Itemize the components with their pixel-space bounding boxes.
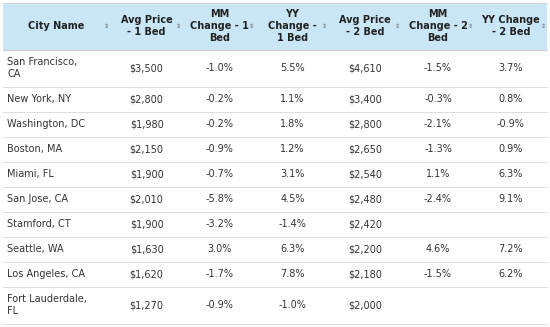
Text: Miami, FL: Miami, FL	[7, 169, 54, 179]
Text: Avg Price
- 2 Bed: Avg Price - 2 Bed	[339, 15, 391, 37]
Text: -1.5%: -1.5%	[424, 63, 452, 73]
Text: 0.9%: 0.9%	[499, 144, 523, 154]
Text: ⇕: ⇕	[249, 24, 254, 29]
Text: 0.8%: 0.8%	[499, 94, 523, 104]
Text: -1.3%: -1.3%	[424, 144, 452, 154]
Text: -1.0%: -1.0%	[206, 63, 233, 73]
Text: New York, NY: New York, NY	[7, 94, 72, 104]
Text: $2,480: $2,480	[348, 194, 382, 204]
Text: ⇕: ⇕	[176, 24, 182, 29]
Text: 7.2%: 7.2%	[498, 244, 523, 254]
Text: -2.1%: -2.1%	[424, 119, 452, 129]
Text: Los Angeles, CA: Los Angeles, CA	[7, 269, 85, 279]
Text: Seattle, WA: Seattle, WA	[7, 244, 64, 254]
Bar	[3, 262, 547, 287]
Text: -0.9%: -0.9%	[497, 119, 525, 129]
Text: $1,630: $1,630	[130, 244, 163, 254]
Bar	[3, 87, 547, 112]
Text: MM
Change - 1
Bed: MM Change - 1 Bed	[190, 9, 249, 43]
Text: ⇕: ⇕	[395, 24, 400, 29]
Text: Boston, MA: Boston, MA	[7, 144, 62, 154]
Text: -3.2%: -3.2%	[206, 219, 234, 229]
Text: -5.8%: -5.8%	[206, 194, 234, 204]
Text: San Jose, CA: San Jose, CA	[7, 194, 68, 204]
Text: $2,000: $2,000	[348, 300, 382, 310]
Text: 6.3%: 6.3%	[499, 169, 523, 179]
Bar	[3, 3, 547, 49]
Text: San Francisco,
CA: San Francisco, CA	[7, 57, 78, 79]
Bar	[3, 212, 547, 237]
Text: $2,800: $2,800	[348, 119, 382, 129]
Text: $2,540: $2,540	[348, 169, 382, 179]
Text: $2,800: $2,800	[130, 94, 163, 104]
Text: 1.2%: 1.2%	[280, 144, 305, 154]
Text: MM
Change - 2
Bed: MM Change - 2 Bed	[409, 9, 468, 43]
Text: -1.0%: -1.0%	[278, 300, 306, 310]
Text: City Name: City Name	[28, 21, 85, 31]
Text: 9.1%: 9.1%	[499, 194, 523, 204]
Bar	[3, 112, 547, 137]
Text: 4.5%: 4.5%	[280, 194, 305, 204]
Bar	[3, 287, 547, 324]
Text: $4,610: $4,610	[348, 63, 382, 73]
Text: YY
Change -
1 Bed: YY Change - 1 Bed	[268, 9, 317, 43]
Bar	[3, 187, 547, 212]
Text: Stamford, CT: Stamford, CT	[7, 219, 71, 229]
Text: 7.8%: 7.8%	[280, 269, 305, 279]
Text: Washington, DC: Washington, DC	[7, 119, 85, 129]
Text: $1,900: $1,900	[130, 169, 163, 179]
Text: 3.1%: 3.1%	[280, 169, 305, 179]
Text: 6.2%: 6.2%	[499, 269, 523, 279]
Bar	[3, 162, 547, 187]
Text: -0.7%: -0.7%	[206, 169, 234, 179]
Text: -1.5%: -1.5%	[424, 269, 452, 279]
Text: -0.3%: -0.3%	[424, 94, 452, 104]
Text: -0.2%: -0.2%	[206, 119, 234, 129]
Text: -1.7%: -1.7%	[206, 269, 234, 279]
Text: 5.5%: 5.5%	[280, 63, 305, 73]
Text: $1,980: $1,980	[130, 119, 163, 129]
Text: $1,900: $1,900	[130, 219, 163, 229]
Text: $2,180: $2,180	[348, 269, 382, 279]
Text: 1.1%: 1.1%	[280, 94, 305, 104]
Text: $2,150: $2,150	[130, 144, 164, 154]
Text: $2,010: $2,010	[130, 194, 163, 204]
Text: -0.2%: -0.2%	[206, 94, 234, 104]
Text: $1,620: $1,620	[130, 269, 163, 279]
Bar	[3, 137, 547, 162]
Text: -2.4%: -2.4%	[424, 194, 452, 204]
Text: $2,200: $2,200	[348, 244, 382, 254]
Text: -1.4%: -1.4%	[278, 219, 306, 229]
Text: $2,420: $2,420	[348, 219, 382, 229]
Bar	[3, 49, 547, 87]
Text: $2,650: $2,650	[348, 144, 382, 154]
Text: 4.6%: 4.6%	[426, 244, 450, 254]
Text: ⇕: ⇕	[468, 24, 473, 29]
Text: ⇕: ⇕	[322, 24, 327, 29]
Text: ⇕: ⇕	[103, 24, 108, 29]
Text: 6.3%: 6.3%	[280, 244, 305, 254]
Text: ⇕: ⇕	[540, 24, 546, 29]
Text: Avg Price
- 1 Bed: Avg Price - 1 Bed	[121, 15, 173, 37]
Text: -0.9%: -0.9%	[206, 300, 233, 310]
Text: $3,400: $3,400	[348, 94, 382, 104]
Text: 1.1%: 1.1%	[426, 169, 450, 179]
Text: Fort Lauderdale,
FL: Fort Lauderdale, FL	[7, 294, 87, 316]
Bar	[3, 237, 547, 262]
Text: $1,270: $1,270	[130, 300, 164, 310]
Text: 3.0%: 3.0%	[207, 244, 232, 254]
Text: -0.9%: -0.9%	[206, 144, 233, 154]
Text: YY Change
- 2 Bed: YY Change - 2 Bed	[481, 15, 540, 37]
Text: 1.8%: 1.8%	[280, 119, 305, 129]
Text: $3,500: $3,500	[130, 63, 163, 73]
Text: 3.7%: 3.7%	[499, 63, 523, 73]
